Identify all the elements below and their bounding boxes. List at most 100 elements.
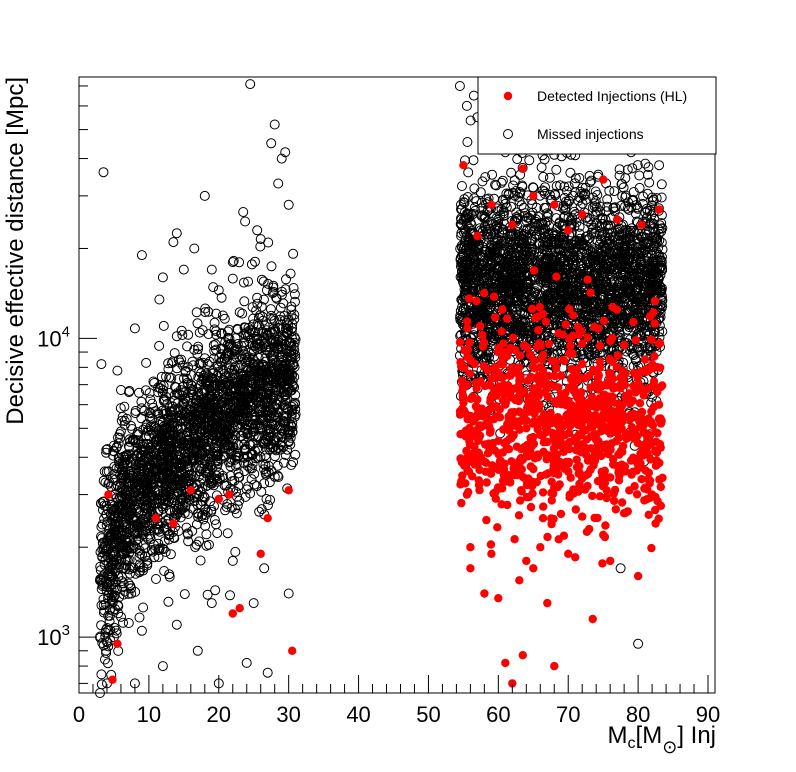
missed-point (119, 514, 130, 525)
missed-point (265, 314, 276, 324)
missed-point (159, 566, 170, 576)
missed-point (198, 385, 209, 396)
missed-point (254, 320, 264, 331)
missed-point (117, 483, 127, 494)
missed-point (193, 341, 204, 352)
missed-point (192, 499, 203, 510)
missed-point (201, 375, 212, 386)
missed-point (266, 310, 277, 321)
missed-point (283, 382, 294, 393)
missed-point (179, 589, 190, 600)
missed-point (264, 327, 275, 338)
missed-point (222, 528, 233, 539)
missed-point (271, 292, 282, 303)
missed-point (228, 354, 239, 365)
missed-point (209, 473, 220, 484)
missed-point (246, 259, 257, 270)
missed-point (99, 500, 110, 511)
missed-point (247, 353, 258, 364)
missed-point (234, 472, 245, 483)
missed-point (169, 348, 180, 359)
missed-point (120, 555, 131, 566)
missed-point (164, 571, 175, 582)
missed-point (266, 465, 277, 476)
missed-point (285, 432, 296, 443)
missed-point (124, 473, 135, 484)
missed-point (128, 563, 139, 573)
missed-point (230, 546, 241, 557)
missed-point (180, 366, 191, 377)
missed-point (240, 216, 251, 227)
missed-point (211, 329, 222, 340)
missed-point (194, 327, 205, 338)
missed-point (209, 515, 220, 525)
missed-point (280, 284, 291, 295)
missed-point (136, 396, 147, 407)
missed-point (190, 542, 201, 553)
missed-point (115, 433, 126, 443)
missed-point (239, 322, 250, 333)
missed-point (208, 282, 219, 293)
missed-point (239, 439, 250, 450)
missed-point (202, 370, 213, 381)
missed-point (212, 456, 223, 467)
missed-point (246, 463, 257, 474)
missed-point (102, 637, 113, 648)
missed-point (123, 578, 134, 589)
missed-point (219, 313, 230, 324)
missed-point (128, 472, 139, 483)
missed-point (116, 415, 127, 426)
missed-point (97, 519, 108, 530)
missed-point (240, 491, 251, 502)
missed-point (273, 472, 284, 482)
missed-point (202, 589, 213, 600)
data-points (95, 79, 668, 698)
missed-point (276, 286, 287, 297)
missed-point (116, 611, 126, 622)
missed-point (259, 320, 270, 331)
missed-point (134, 552, 145, 562)
missed-point (221, 348, 232, 359)
missed-point (205, 460, 216, 471)
missed-point (183, 473, 194, 483)
missed-point (154, 340, 165, 351)
missed-point (182, 341, 193, 352)
missed-point (163, 358, 174, 369)
missed-point (165, 549, 176, 560)
missed-point (227, 273, 238, 284)
missed-point (210, 381, 221, 392)
missed-point (206, 506, 217, 517)
missed-point (123, 588, 134, 599)
missed-point (255, 241, 266, 252)
missed-point (193, 344, 203, 355)
missed-point (157, 417, 168, 428)
missed-point (231, 508, 242, 519)
missed-point (195, 555, 206, 566)
missed-point (111, 625, 122, 636)
missed-point (151, 524, 162, 535)
missed-point (261, 494, 272, 504)
missed-point (246, 474, 257, 485)
missed-point (100, 654, 110, 665)
missed-point (192, 348, 203, 359)
missed-point (213, 362, 224, 373)
missed-point (164, 388, 175, 398)
missed-point (130, 405, 141, 416)
missed-point (132, 499, 142, 510)
missed-point (115, 477, 126, 488)
missed-point (147, 546, 158, 557)
missed-point (252, 333, 263, 344)
missed-point (234, 257, 245, 268)
missed-point (183, 329, 194, 340)
missed-point (193, 512, 204, 522)
missed-point (160, 485, 171, 496)
missed-point (157, 405, 168, 416)
missed-point (151, 574, 161, 584)
missed-point (202, 451, 213, 462)
missed-point (265, 304, 276, 315)
missed-point (177, 330, 188, 340)
missed-point (124, 387, 134, 398)
missed-point (110, 604, 120, 614)
missed-point (227, 441, 238, 452)
